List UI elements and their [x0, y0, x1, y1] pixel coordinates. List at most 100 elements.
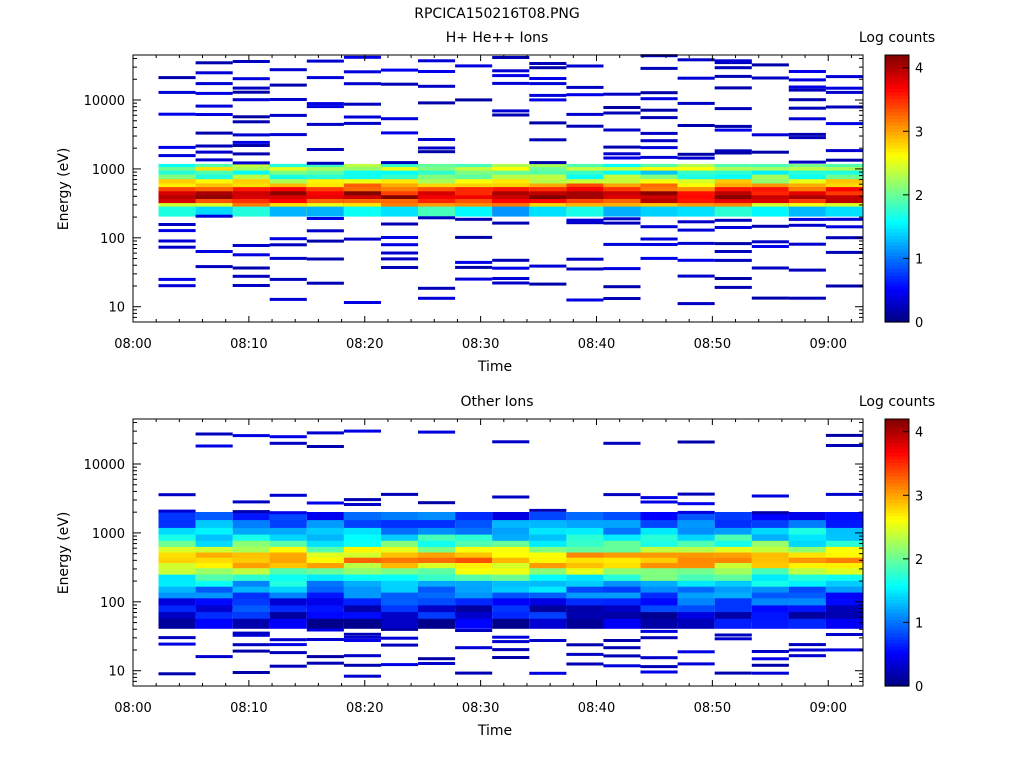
spectrogram-cell — [714, 226, 752, 229]
spectrogram-cell — [788, 117, 826, 121]
spectrogram-cell — [566, 298, 604, 302]
colorbar-tick-label: 1 — [915, 616, 923, 631]
spectrogram-cell — [751, 206, 789, 217]
spectrogram-cell — [381, 540, 419, 551]
spectrogram-cell — [640, 237, 678, 241]
spectrogram-cell — [566, 580, 604, 591]
spectrogram-cell — [418, 527, 456, 538]
spectrogram-cell — [232, 520, 270, 531]
colorbar-segment — [885, 445, 909, 450]
spectrogram-cell — [269, 651, 307, 655]
spectrogram-cell — [529, 580, 567, 591]
y-tick-label: 10000 — [84, 94, 125, 109]
y-tick-label: 10 — [108, 301, 125, 316]
spectrogram-cell — [751, 546, 789, 557]
colorbar-segment — [885, 71, 909, 76]
spectrogram-cell — [269, 580, 307, 591]
spectrogram-cell — [603, 586, 641, 597]
spectrogram-cell — [529, 98, 567, 102]
spectrogram-cell — [306, 638, 344, 641]
spectrogram-cell — [195, 527, 233, 538]
spectrogram-cell — [418, 657, 456, 661]
panel-2-title: Other Ions — [460, 394, 533, 410]
x-tick-label: 09:00 — [810, 701, 847, 716]
spectrogram-cell — [455, 235, 493, 239]
colorbar-segment — [885, 238, 909, 243]
spectrogram-cell — [825, 648, 863, 652]
spectrogram-cell — [195, 563, 233, 573]
spectrogram-cell — [269, 113, 307, 117]
colorbar-segment — [885, 268, 909, 273]
spectrogram-cell — [640, 568, 678, 579]
spectrogram-cell — [714, 86, 752, 90]
colorbar-segment — [885, 285, 909, 290]
spectrogram-cell — [566, 218, 604, 222]
spectrogram-cell — [566, 568, 604, 579]
spectrogram-cell — [269, 527, 307, 538]
spectrogram-cell — [677, 258, 715, 262]
colorbar-segment — [885, 562, 909, 567]
spectrogram-cell — [788, 206, 826, 217]
spectrogram-cell — [566, 534, 604, 545]
spectrogram-cell — [418, 138, 456, 141]
spectrogram-cell — [714, 540, 752, 551]
spectrogram-cell — [158, 568, 196, 579]
spectrogram-cell — [455, 552, 493, 563]
spectrogram-cell — [381, 663, 419, 667]
spectrogram-cell — [640, 670, 678, 674]
spectrogram-cell — [195, 598, 233, 609]
spectrogram-cell — [418, 586, 456, 597]
spectrogram-cell — [529, 546, 567, 557]
spectrogram-cell — [195, 586, 233, 597]
spectrogram-cell — [751, 563, 789, 573]
spectrogram-cell — [269, 511, 307, 515]
spectrogram-cell — [195, 520, 233, 531]
colorbar-segment — [885, 485, 909, 490]
spectrogram-cell — [640, 580, 678, 591]
spectrogram-cell — [306, 592, 344, 603]
colorbar-segment — [885, 669, 909, 674]
colorbar-segment — [885, 318, 909, 323]
colorbar-segment — [885, 592, 909, 597]
spectrogram-cell — [269, 605, 307, 616]
spectrogram-cell — [306, 161, 344, 165]
colorbar-segment — [885, 65, 909, 69]
colorbar-segment — [885, 295, 909, 300]
spectrogram-cell — [640, 496, 678, 500]
spectrogram-cell — [566, 64, 604, 68]
colorbar-segment — [885, 111, 909, 116]
spectrogram-cell — [714, 557, 752, 568]
spectrogram-cell — [603, 546, 641, 557]
colorbar-segment — [885, 225, 909, 230]
colorbar-segment — [885, 432, 909, 437]
spectrogram-cell — [714, 568, 752, 579]
spectrogram-cell — [492, 266, 530, 270]
colorbar-segment — [885, 85, 909, 89]
spectrogram-cell — [418, 612, 456, 623]
panel-1-ylabel: Energy (eV) — [56, 148, 72, 231]
spectrogram-cell — [825, 433, 863, 437]
spectrogram-cell — [566, 85, 604, 89]
colorbar-segment — [885, 231, 909, 236]
spectrogram-cell — [825, 586, 863, 597]
spectrogram-cell — [455, 546, 493, 557]
spectrogram-cell — [306, 568, 344, 579]
spectrogram-cell — [306, 217, 344, 220]
spectrogram-cell — [603, 527, 641, 538]
spectrogram-cell — [492, 546, 530, 557]
spectrogram-cell — [603, 534, 641, 545]
colorbar-segment — [885, 75, 909, 79]
spectrogram-cell — [788, 520, 826, 531]
spectrogram-cell — [306, 552, 344, 563]
panel-other-ions: Other Ions Log counts 08:00 08:10 08:20 08:… — [56, 394, 935, 739]
spectrogram-cell — [269, 557, 307, 568]
spectrogram-cell — [195, 534, 233, 545]
spectrogram-cell — [195, 265, 233, 269]
colorbar-segment — [885, 168, 909, 173]
spectrogram-cell — [455, 618, 493, 629]
spectrogram-cell — [343, 520, 381, 531]
spectrogram-cell — [492, 618, 530, 629]
spectrogram-cell — [566, 605, 604, 616]
colorbar-segment — [885, 305, 909, 310]
colorbar-segment — [885, 131, 909, 136]
